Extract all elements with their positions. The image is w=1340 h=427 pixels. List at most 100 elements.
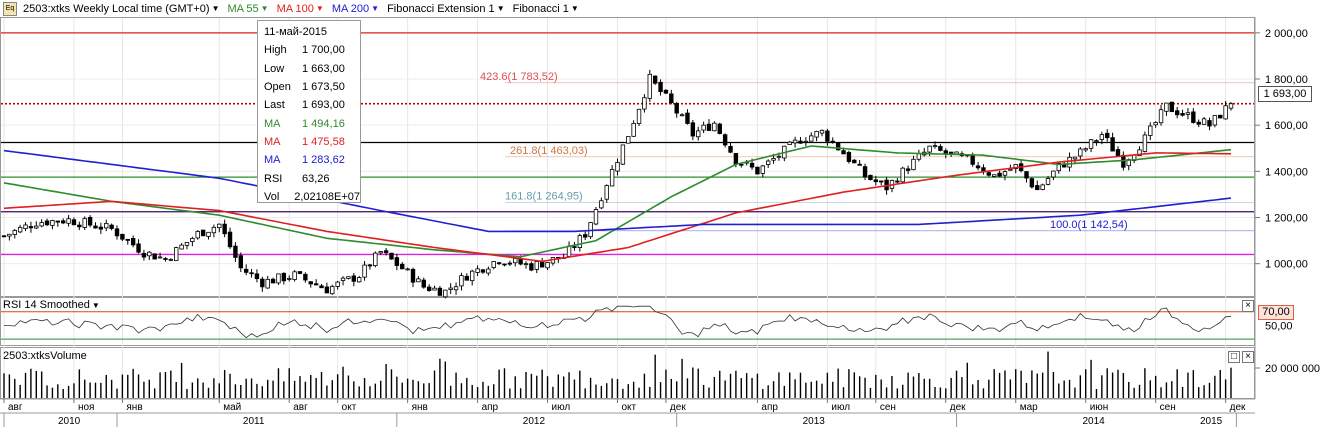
- candle-body: [809, 135, 814, 142]
- candle-body: [868, 174, 873, 180]
- year-label: 2014: [1082, 416, 1105, 427]
- rsi-level-label: 70,00: [1258, 305, 1294, 320]
- candle-body: [534, 261, 539, 270]
- candle-body: [308, 281, 313, 285]
- candle-body: [1072, 156, 1078, 160]
- candle-body: [1228, 103, 1234, 109]
- candle-body: [147, 251, 152, 257]
- fib-label: 423.6(1 783,52): [480, 71, 558, 83]
- data-window-row: Last 1 693,00: [264, 96, 360, 114]
- candle-body: [200, 229, 206, 237]
- candle-body: [997, 172, 1002, 177]
- time-axis: авг ноя янв май авг окт янв апр июл окт дек апр июл с…: [0, 398, 1255, 427]
- candle-body: [1142, 134, 1148, 152]
- candle-body: [383, 250, 389, 254]
- chevron-down-icon: ▼: [570, 4, 579, 13]
- candle-body: [432, 287, 437, 291]
- candle-body: [1169, 101, 1175, 113]
- candle-body: [179, 244, 184, 250]
- fib-extension-selector[interactable]: Fibonacci Extension 1 ▼: [383, 3, 509, 15]
- candle-body: [141, 252, 147, 258]
- instrument-icon[interactable]: Eq: [3, 1, 17, 16]
- candle-body: [1185, 112, 1191, 115]
- candle-body: [626, 136, 631, 144]
- candle-body: [303, 273, 308, 281]
- candle-body: [679, 114, 685, 117]
- month-label: дек: [950, 402, 966, 413]
- candle-body: [190, 238, 195, 242]
- horizontal-levels: [1, 32, 1254, 256]
- symbol-selector[interactable]: 2503:xtks Weekly Local time (GMT+0) ▼: [19, 3, 223, 15]
- candle-body: [1094, 140, 1099, 143]
- fib-extension-label: Fibonacci Extension 1: [387, 2, 495, 15]
- year-label: 2010: [58, 416, 81, 427]
- data-window-key: Open: [264, 81, 291, 94]
- candle-body: [356, 277, 362, 283]
- candle-body: [776, 155, 782, 158]
- candle-body: [938, 146, 943, 151]
- candle-body: [1207, 120, 1212, 127]
- year-label: 2015: [1200, 416, 1223, 427]
- candle-body: [857, 163, 862, 166]
- candle-body: [125, 238, 130, 241]
- candle-body: [1218, 114, 1223, 119]
- candle-body: [975, 165, 981, 169]
- ma200-selector[interactable]: MA 200 ▼: [328, 3, 383, 15]
- candle-body: [416, 278, 421, 283]
- candle-body: [71, 219, 77, 226]
- candle-body: [389, 252, 394, 260]
- candle-body: [93, 225, 98, 229]
- candle-body: [911, 158, 916, 171]
- data-window-value: 1 693,00: [302, 99, 345, 112]
- candle-body: [491, 261, 496, 268]
- rsi-title[interactable]: RSI 14 Smoothed ▼: [3, 299, 100, 311]
- data-window-key: MA: [264, 154, 281, 167]
- candle-body: [572, 246, 577, 248]
- maximize-volume-icon[interactable]: □: [1228, 351, 1240, 363]
- candle-body: [593, 209, 599, 225]
- fibonacci-selector[interactable]: Fibonacci 1 ▼: [509, 3, 583, 15]
- candle-body: [1099, 134, 1105, 140]
- candle-body: [136, 243, 141, 253]
- candle-body: [1088, 139, 1094, 149]
- candle-body: [1056, 162, 1061, 172]
- candle-body: [421, 279, 426, 288]
- candle-body: [878, 180, 884, 183]
- month-label: ноя: [78, 402, 95, 413]
- candle-body: [55, 220, 61, 223]
- close-volume-icon[interactable]: ×: [1242, 351, 1254, 363]
- ma55-line: [3, 145, 1232, 258]
- fibonacci-labels: 423.6(1 783,52) 261.8(1 463,03) 161.8(1 26…: [480, 71, 1128, 231]
- fib-label: 100.0(1 142,54): [1050, 219, 1128, 231]
- candle-body: [1008, 168, 1013, 171]
- candle-body: [260, 278, 265, 288]
- candle-body: [588, 222, 593, 238]
- candle-body: [900, 167, 905, 183]
- candle-body: [792, 139, 798, 144]
- candle-body: [1035, 185, 1040, 191]
- candle-body: [701, 124, 706, 131]
- candle-body: [765, 160, 771, 165]
- candle-body: [448, 287, 453, 290]
- candle-body: [846, 152, 852, 162]
- month-label: апр: [482, 402, 499, 413]
- candle-body: [367, 264, 373, 267]
- ma100-selector[interactable]: MA 100 ▼: [273, 3, 328, 15]
- close-rsi-icon[interactable]: ×: [1242, 300, 1254, 312]
- data-window-key: Vol: [264, 190, 280, 203]
- ma55-selector[interactable]: MA 55 ▼: [223, 3, 272, 15]
- month-label: окт: [622, 402, 637, 413]
- candle-body: [292, 271, 297, 280]
- month-label: дек: [670, 402, 686, 413]
- candle-body: [109, 224, 114, 229]
- price-tick-label: 2 000,00: [1265, 28, 1308, 40]
- candle-body: [238, 255, 243, 269]
- data-window-row: Vol 2,02108E+07: [264, 188, 360, 206]
- candle-body: [1158, 109, 1164, 124]
- data-window-value: 1 475,58: [302, 135, 345, 148]
- candle-body: [297, 271, 303, 274]
- candle-body: [50, 220, 55, 226]
- candle-body: [916, 153, 922, 160]
- candle-body: [674, 103, 679, 114]
- month-label: сен: [1160, 402, 1176, 413]
